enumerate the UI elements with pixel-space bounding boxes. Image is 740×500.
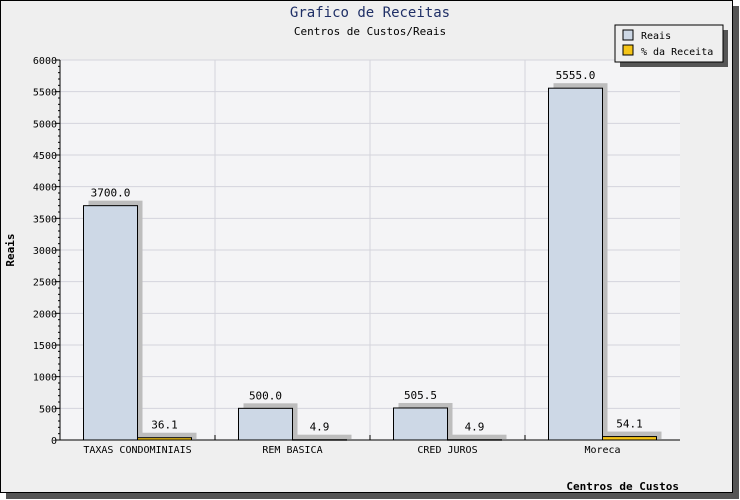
legend-swatch-reais — [622, 29, 634, 41]
bar — [238, 407, 293, 441]
bar-value-label: 54.1 — [616, 418, 643, 431]
y-tick-label: 5000 — [33, 119, 57, 130]
bar — [602, 436, 657, 441]
legend: Reais % da Receita — [614, 24, 728, 67]
y-tick-label: 2500 — [33, 278, 57, 289]
bar-value-label: 5555.0 — [556, 69, 596, 82]
legend-swatch-percent — [622, 44, 634, 56]
y-tick-label: 4500 — [33, 151, 57, 162]
x-axis-label: Centros de Custos — [566, 480, 679, 493]
frame-shadow — [6, 493, 739, 499]
legend-label-reais: Reais — [641, 31, 671, 42]
y-tick-label: 4000 — [33, 183, 57, 194]
y-tick-label: 1000 — [33, 373, 57, 384]
y-tick-label: 1500 — [33, 341, 57, 352]
bar-value-label: 4.9 — [310, 421, 330, 434]
bar-shadow — [142, 432, 197, 439]
bar-shadow — [607, 431, 662, 439]
legend-label-percent: % da Receita — [641, 47, 713, 58]
bar-shadow — [452, 434, 507, 439]
frame-shadow — [733, 6, 739, 499]
x-tick-label: CRED JUROS — [417, 445, 477, 456]
bar-value-label: 4.9 — [465, 421, 485, 434]
labels: 0 500 1000 1500 2000 2500 3000 3500 4000 4500 5000… — [33, 56, 643, 456]
x-tick-label: REM BASICA — [262, 445, 322, 456]
bar-shadow — [297, 434, 352, 439]
axes — [55, 59, 680, 441]
bar — [393, 407, 448, 441]
bar — [548, 87, 603, 441]
chart-subtitle: Centros de Custos/Reais — [294, 25, 446, 38]
y-tick-label: 5500 — [33, 88, 57, 99]
chart-title: Grafico de Receitas — [290, 5, 450, 21]
x-tick-label: TAXAS CONDOMINIAIS — [83, 445, 191, 456]
bar-value-label: 500.0 — [249, 389, 282, 402]
bar — [83, 205, 138, 441]
y-tick-label: 0 — [51, 436, 57, 447]
bar-value-label: 3700.0 — [91, 187, 131, 200]
y-tick-label: 3500 — [33, 214, 57, 225]
bar-value-label: 505.5 — [404, 389, 437, 402]
y-tick-label: 6000 — [33, 56, 57, 67]
bar-value-label: 36.1 — [151, 419, 178, 432]
x-tick-label: Moreca — [584, 445, 620, 456]
y-axis-label: Reais — [4, 233, 17, 266]
y-tick-label: 500 — [39, 404, 57, 415]
y-tick-label: 3000 — [33, 246, 57, 257]
y-tick-label: 2000 — [33, 309, 57, 320]
bars — [83, 83, 662, 441]
